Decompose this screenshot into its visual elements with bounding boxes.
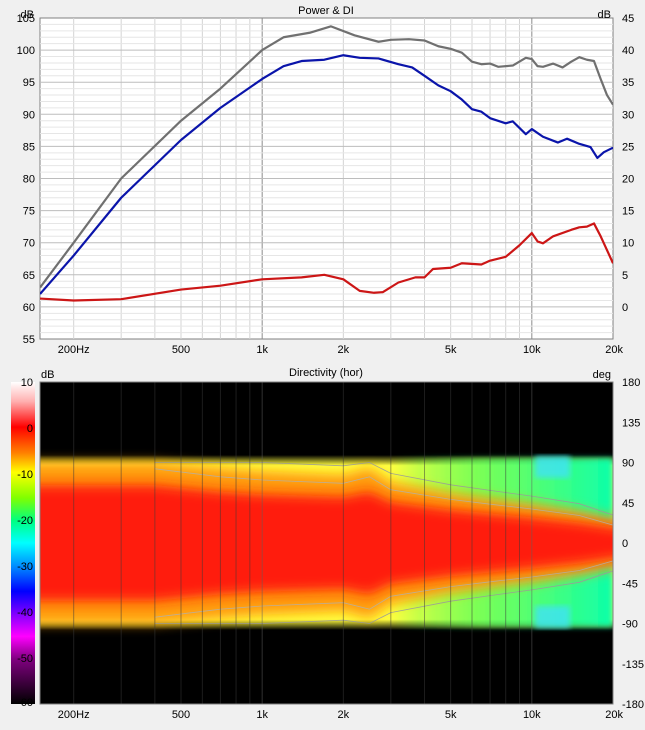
colorbar-tick-label: -10 xyxy=(17,469,33,481)
power-di-grid xyxy=(40,18,613,339)
directivity-x-tick-label: 20k xyxy=(605,709,623,721)
directivity-grid xyxy=(73,382,533,704)
power-di-left-unit: dB xyxy=(21,9,34,21)
power-di-y-right-tick-label: 15 xyxy=(622,206,634,218)
directivity-x-tick-label: 200Hz xyxy=(58,709,90,721)
power-di-chart: Power & DI dB dB 55606570758085909510010… xyxy=(17,5,635,356)
power-di-y-right-ticks: 0 5 10 15 20 25 30 35 40 45 xyxy=(622,13,634,314)
power-di-y-left-tick-label: 70 xyxy=(23,238,35,250)
directivity-angle-ticks: 180 135 90 45 0 -45 -90 -135 -180 xyxy=(622,377,644,711)
directivity-x-tick-label: 2k xyxy=(338,709,350,721)
colorbar-tick-label: -40 xyxy=(17,607,33,619)
colorbar-tick-label: 10 xyxy=(21,377,33,389)
power-di-x-tick-label: 5k xyxy=(445,344,457,356)
power-di-y-right-tick-label: 0 xyxy=(622,302,628,314)
directivity-angle-tick-label: 180 xyxy=(622,377,640,389)
power-di-y-right-tick-label: 30 xyxy=(622,109,634,121)
power-di-y-left-ticks: 55 60 65 70 75 80 85 90 95 100 105 xyxy=(17,13,35,346)
power-di-x-tick-label: 500 xyxy=(172,344,190,356)
power-di-y-right-tick-label: 45 xyxy=(622,13,634,25)
directivity-x-ticks: 200Hz 500 1k 2k 5k 10k 20k xyxy=(58,709,624,721)
power-di-y-right-tick-label: 40 xyxy=(622,45,634,57)
colorbar-tick-label: 0 xyxy=(27,423,33,435)
power-di-x-tick-label: 1k xyxy=(256,344,268,356)
power-di-x-tick-label: 200Hz xyxy=(58,344,90,356)
directivity-angle-tick-label: 90 xyxy=(622,458,634,470)
colorbar-ticks: 10 0 -10 -20 -30 -40 -50 -60 xyxy=(17,377,33,709)
colorbar-tick-label: -20 xyxy=(17,515,33,527)
directivity-angle-tick-label: -180 xyxy=(622,699,644,711)
power-di-series xyxy=(40,25,613,302)
power-di-y-right-tick-label: 10 xyxy=(622,238,634,250)
directivity-chart: Directivity (hor) dB deg 10 0 -10 -20 -30 -40… xyxy=(11,367,644,721)
directivity-x-tick-label: 1k xyxy=(256,709,268,721)
colorbar-tick-label: -30 xyxy=(17,561,33,573)
power-di-y-left-tick-label: 65 xyxy=(23,270,35,282)
power-di-y-left-tick-label: 90 xyxy=(23,109,35,121)
power-di-y-left-tick-label: 55 xyxy=(23,334,35,346)
heatmap-red-zone xyxy=(40,485,613,601)
directivity-angle-tick-label: -135 xyxy=(622,659,644,671)
power-di-x-ticks: 200Hz 500 1k 2k 5k 10k 20k xyxy=(58,344,624,356)
power-di-y-right-tick-label: 5 xyxy=(622,270,628,282)
directivity-angle-tick-label: 135 xyxy=(622,417,640,429)
power-di-y-left-tick-label: 75 xyxy=(23,206,35,218)
directivity-heatmap xyxy=(40,382,613,704)
directivity-angle-unit: deg xyxy=(593,369,611,381)
directivity-plot-frame xyxy=(39,381,614,705)
directivity-angle-tick-label: -45 xyxy=(622,578,638,590)
directivity-angle-tick-label: -90 xyxy=(622,619,638,631)
directivity-angle-tick-label: 45 xyxy=(622,498,634,510)
heatmap-cyan-spot xyxy=(535,456,570,478)
colorbar-unit: dB xyxy=(41,369,54,381)
power-di-x-tick-label: 20k xyxy=(605,344,623,356)
power-di-y-right-tick-label: 25 xyxy=(622,141,634,153)
power-di-y-left-tick-label: 100 xyxy=(17,45,35,57)
colorbar-tick-label: -50 xyxy=(17,653,33,665)
directivity-title: Directivity (hor) xyxy=(289,367,363,379)
power-di-x-tick-label: 10k xyxy=(523,344,541,356)
directivity-angle-tick-label: 0 xyxy=(622,538,628,550)
directivity-x-tick-label: 500 xyxy=(172,709,190,721)
heatmap-cyan-spot-lower xyxy=(535,606,570,628)
power-di-series-1-line xyxy=(40,25,613,289)
power-di-y-left-tick-label: 80 xyxy=(23,174,35,186)
power-di-right-unit: dB xyxy=(598,9,611,21)
power-di-y-left-tick-label: 85 xyxy=(23,141,35,153)
power-di-series-2-line xyxy=(40,54,613,295)
power-di-x-tick-label: 2k xyxy=(338,344,350,356)
power-di-title: Power & DI xyxy=(298,5,354,17)
colorbar xyxy=(11,382,35,704)
power-di-series-3-line xyxy=(40,222,613,302)
power-di-y-left-tick-label: 60 xyxy=(23,302,35,314)
power-di-y-right-tick-label: 20 xyxy=(622,174,634,186)
colorbar-tick-label: -60 xyxy=(17,697,33,709)
power-di-y-left-tick-label: 95 xyxy=(23,77,35,89)
power-di-y-left-tick-label: 105 xyxy=(17,13,35,25)
power-di-y-right-tick-label: 35 xyxy=(622,77,634,89)
directivity-x-tick-label: 5k xyxy=(445,709,457,721)
directivity-x-tick-label: 10k xyxy=(523,709,541,721)
